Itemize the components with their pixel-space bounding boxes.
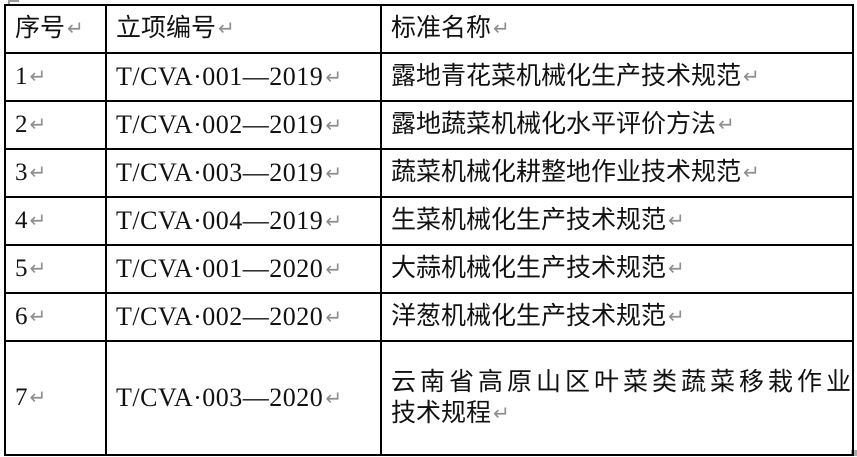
standard-name: 露地蔬菜机械化水平评价方法 bbox=[391, 111, 717, 139]
cell-seq: 1 ↵ bbox=[4, 52, 107, 102]
row-number: 1 bbox=[15, 63, 28, 91]
project-code: T/CVA·002—2020 bbox=[116, 301, 324, 331]
standard-name: 生菜机械化生产技术规范 bbox=[391, 207, 667, 235]
paragraph-mark-icon: ↵ bbox=[325, 112, 343, 137]
project-code: T/CVA·002—2019 bbox=[116, 109, 324, 139]
table-row: 1 ↵ T/CVA·001—2019 ↵ 露地青花菜机械化生产技术规范 ↵ bbox=[4, 52, 854, 102]
cell-name: 露地青花菜机械化生产技术规范 ↵ bbox=[380, 52, 854, 102]
cell-seq: 5 ↵ bbox=[4, 244, 107, 294]
paragraph-mark-icon: ↵ bbox=[743, 64, 760, 89]
header-code-label: 立项编号 bbox=[116, 15, 217, 43]
header-code: 立项编号 ↵ bbox=[105, 4, 382, 54]
paragraph-mark-icon: ↵ bbox=[493, 16, 510, 41]
cell-code: T/CVA·002—2019 ↵ bbox=[105, 100, 382, 150]
project-code: T/CVA·001—2019 bbox=[116, 61, 324, 91]
table-row: 6 ↵ T/CVA·002—2020 ↵ 洋葱机械化生产技术规范 ↵ bbox=[4, 292, 854, 342]
cell-seq: 7 ↵ bbox=[4, 340, 107, 456]
standard-name: 洋葱机械化生产技术规范 bbox=[391, 303, 667, 331]
standards-table: 序号 ↵ 立项编号 ↵ 标准名称 ↵ 1 ↵ T/CVA·001—2019 ↵ 露地青花菜… bbox=[4, 4, 854, 456]
cell-name: 云南省高原山区叶菜类蔬菜移栽作业 技术规程 ↵ bbox=[380, 340, 854, 456]
paragraph-mark-icon: ↵ bbox=[493, 401, 510, 425]
project-code: T/CVA·003—2019 bbox=[116, 157, 324, 187]
cell-code: T/CVA·001—2020 ↵ bbox=[105, 244, 382, 294]
paragraph-mark-icon: ↵ bbox=[325, 385, 343, 410]
standard-name-line2: 技术规程 ↵ bbox=[391, 398, 846, 429]
cell-name: 洋葱机械化生产技术规范 ↵ bbox=[380, 292, 854, 342]
cell-name: 露地蔬菜机械化水平评价方法 ↵ bbox=[380, 100, 854, 150]
standard-name: 大蒜机械化生产技术规范 bbox=[391, 255, 667, 283]
cell-name: 生菜机械化生产技术规范 ↵ bbox=[380, 196, 854, 246]
table-row: 2 ↵ T/CVA·002—2019 ↵ 露地蔬菜机械化水平评价方法 ↵ bbox=[4, 100, 854, 150]
row-number: 3 bbox=[15, 159, 28, 187]
paragraph-mark-icon: ↵ bbox=[29, 112, 47, 137]
paragraph-mark-icon: ↵ bbox=[325, 160, 343, 185]
paragraph-mark-icon: ↵ bbox=[29, 160, 47, 185]
paragraph-mark-icon: ↵ bbox=[29, 256, 47, 281]
paragraph-mark-icon: ↵ bbox=[325, 256, 343, 281]
paragraph-mark-icon: ↵ bbox=[29, 208, 47, 233]
table-row: 4 ↵ T/CVA·004—2019 ↵ 生菜机械化生产技术规范 ↵ bbox=[4, 196, 854, 246]
paragraph-mark-icon: ↵ bbox=[29, 385, 47, 410]
header-name: 标准名称 ↵ bbox=[380, 4, 854, 54]
paragraph-mark-icon: ↵ bbox=[29, 304, 47, 329]
standard-name-line2-text: 技术规程 bbox=[391, 400, 492, 427]
paragraph-mark-icon: ↵ bbox=[218, 16, 235, 41]
cell-code: T/CVA·003—2019 ↵ bbox=[105, 148, 382, 198]
header-seq-label: 序号 bbox=[15, 15, 66, 43]
standard-name-line1: 云南省高原山区叶菜类蔬菜移栽作业 bbox=[391, 368, 853, 396]
project-code: T/CVA·004—2019 bbox=[116, 205, 324, 235]
table-row: 3 ↵ T/CVA·003—2019 ↵ 蔬菜机械化耕整地作业技术规范 ↵ bbox=[4, 148, 854, 198]
paragraph-mark-icon: ↵ bbox=[67, 16, 84, 41]
paragraph-mark-icon: ↵ bbox=[325, 64, 343, 89]
row-number: 2 bbox=[15, 111, 28, 139]
cropped-paragraph-mark-icon bbox=[851, 450, 857, 456]
standard-name: 蔬菜机械化耕整地作业技术规范 bbox=[391, 159, 742, 187]
project-code: T/CVA·003—2020 bbox=[116, 382, 324, 412]
paragraph-mark-icon: ↵ bbox=[29, 64, 47, 89]
paragraph-mark-icon: ↵ bbox=[668, 304, 685, 329]
cell-code: T/CVA·004—2019 ↵ bbox=[105, 196, 382, 246]
row-number: 7 bbox=[15, 384, 28, 412]
cell-code: T/CVA·002—2020 ↵ bbox=[105, 292, 382, 342]
table-header-row: 序号 ↵ 立项编号 ↵ 标准名称 ↵ bbox=[4, 4, 854, 54]
cell-seq: 6 ↵ bbox=[4, 292, 107, 342]
row-number: 4 bbox=[15, 207, 28, 235]
paragraph-mark-icon: ↵ bbox=[668, 256, 685, 281]
paragraph-mark-icon: ↵ bbox=[325, 304, 343, 329]
row-number: 6 bbox=[15, 303, 28, 331]
table-row: 5 ↵ T/CVA·001—2020 ↵ 大蒜机械化生产技术规范 ↵ bbox=[4, 244, 854, 294]
table-row: 7 ↵ T/CVA·003—2020 ↵ 云南省高原山区叶菜类蔬菜移栽作业 技术规程… bbox=[4, 340, 854, 456]
paragraph-mark-icon: ↵ bbox=[743, 160, 760, 185]
cell-seq: 3 ↵ bbox=[4, 148, 107, 198]
row-number: 5 bbox=[15, 255, 28, 283]
cell-code: T/CVA·001—2019 ↵ bbox=[105, 52, 382, 102]
project-code: T/CVA·001—2020 bbox=[116, 253, 324, 283]
cell-seq: 2 ↵ bbox=[4, 100, 107, 150]
cell-code: T/CVA·003—2020 ↵ bbox=[105, 340, 382, 456]
paragraph-mark-icon: ↵ bbox=[668, 208, 685, 233]
cell-seq: 4 ↵ bbox=[4, 196, 107, 246]
header-seq: 序号 ↵ bbox=[4, 4, 107, 54]
cropped-paragraph-mark-icon bbox=[8, 0, 19, 6]
cell-name: 大蒜机械化生产技术规范 ↵ bbox=[380, 244, 854, 294]
standard-name: 露地青花菜机械化生产技术规范 bbox=[391, 63, 742, 91]
paragraph-mark-icon: ↵ bbox=[325, 208, 343, 233]
cell-name: 蔬菜机械化耕整地作业技术规范 ↵ bbox=[380, 148, 854, 198]
header-name-label: 标准名称 bbox=[391, 15, 492, 43]
paragraph-mark-icon: ↵ bbox=[718, 112, 735, 137]
